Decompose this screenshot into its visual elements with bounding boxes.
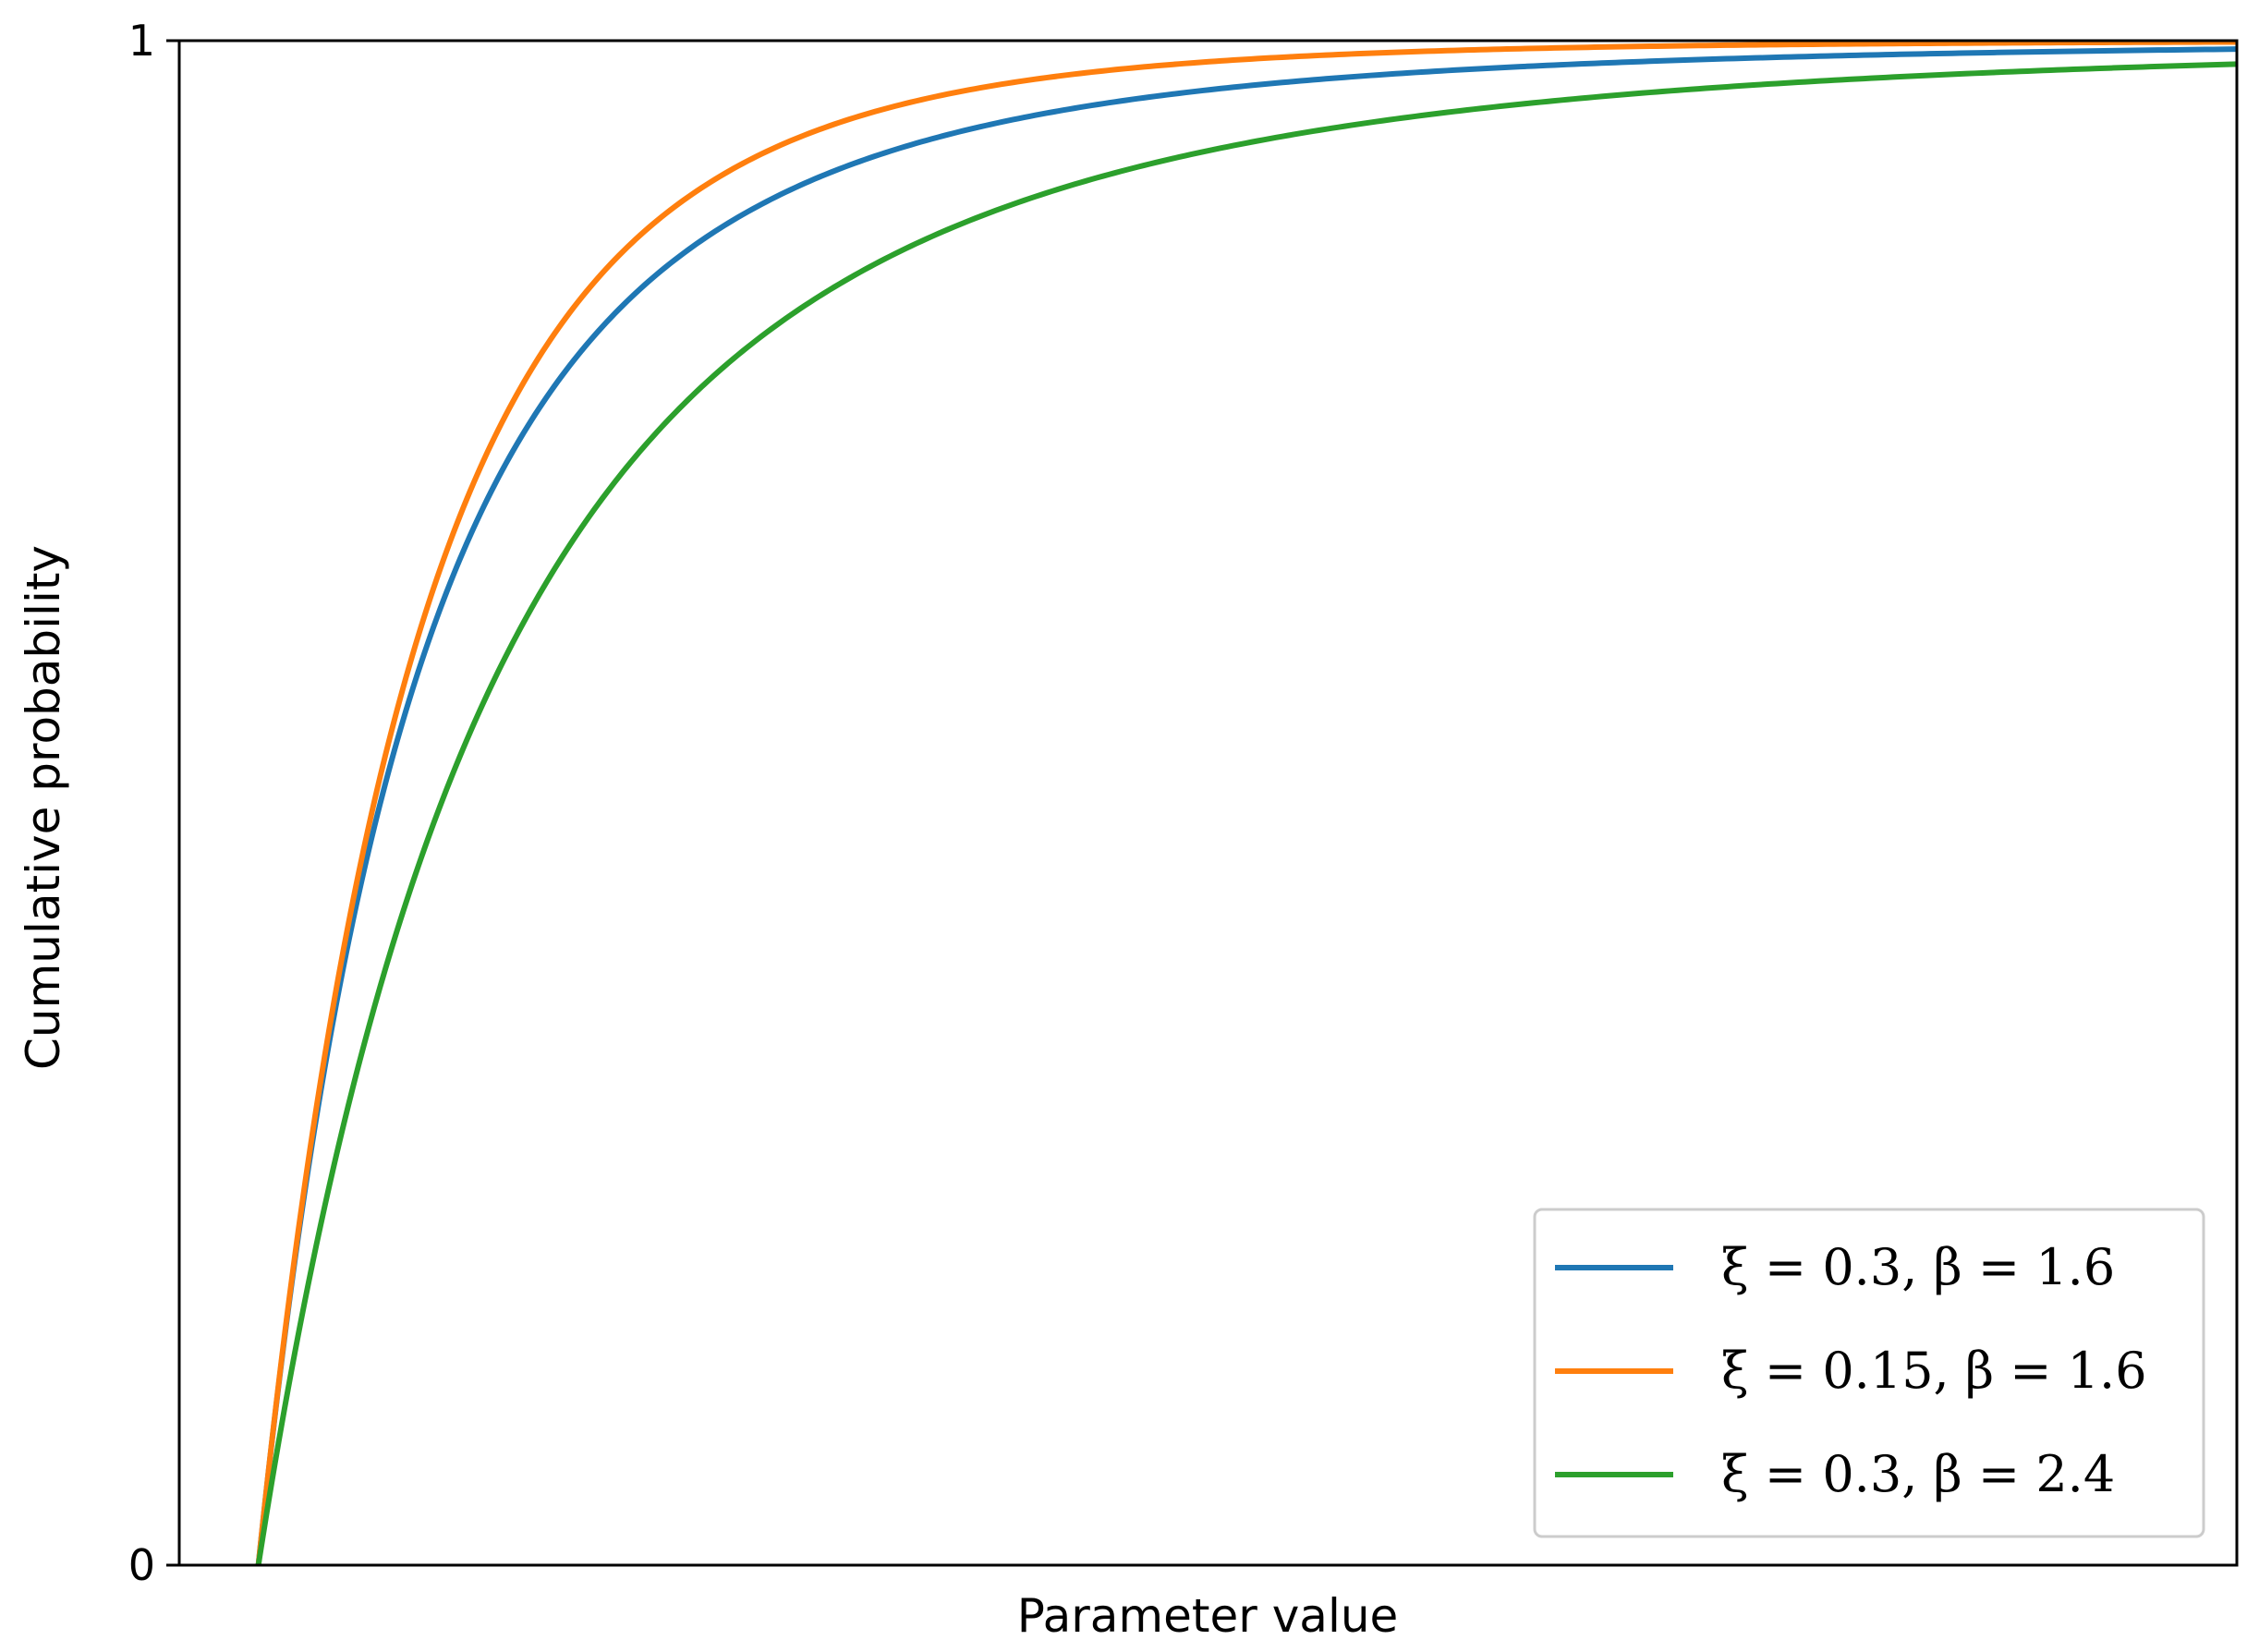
series-line-2 <box>255 39 2238 1567</box>
legend-frame <box>1533 1208 2205 1538</box>
x-axis-label: Parameter value <box>1017 1589 1399 1643</box>
series-line-1 <box>255 46 2238 1567</box>
legend: ξ = 0.3, β = 1.6 ξ = 0.15, β = 1.6 ξ = 0… <box>1533 1208 2205 1538</box>
y-axis-ticks: 01 <box>128 16 179 1590</box>
series-line-3 <box>255 61 2238 1568</box>
y-tick-label: 1 <box>128 16 155 66</box>
legend-label: ξ = 0.3, β = 1.6 <box>1721 1238 2115 1296</box>
series-layer <box>255 39 2238 1568</box>
y-tick-label: 0 <box>128 1540 155 1590</box>
plot-frame <box>177 39 2239 1567</box>
legend-label: ξ = 0.3, β = 2.4 <box>1721 1445 2115 1503</box>
legend-label: ξ = 0.15, β = 1.6 <box>1721 1342 2147 1400</box>
y-axis-label: Cumulative probability <box>17 545 70 1070</box>
